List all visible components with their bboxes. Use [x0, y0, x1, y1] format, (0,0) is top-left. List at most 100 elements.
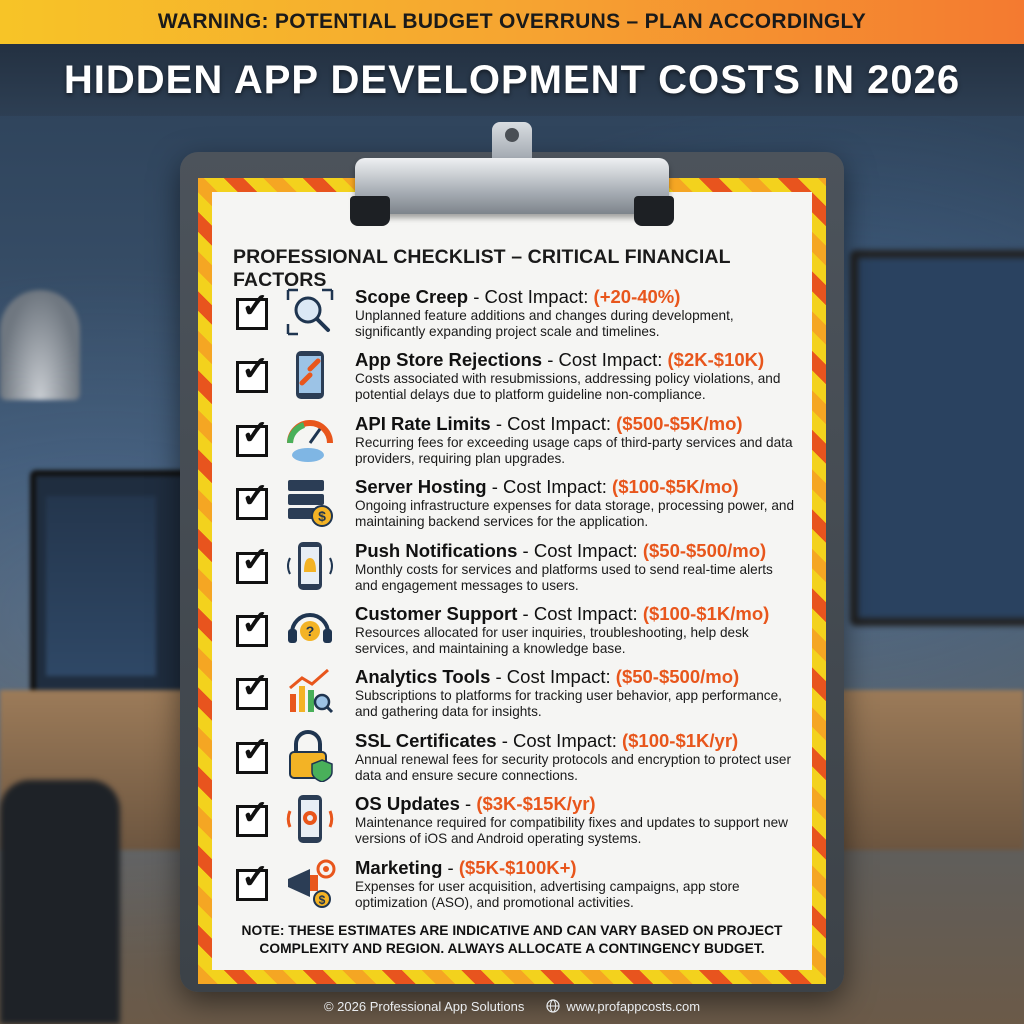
item-name: Scope Creep	[355, 286, 469, 307]
checklist-heading: PROFESSIONAL CHECKLIST – CRITICAL FINANC…	[233, 246, 731, 291]
clipboard-hanger	[492, 122, 532, 162]
checklist-item: ✓ SSL Certificates - Cost Impact: ($100-$…	[232, 728, 792, 791]
chart-magnifier-icon	[289, 669, 334, 714]
item-title: Server Hosting - Cost Impact: ($100-$5K/…	[355, 476, 739, 498]
checkbox[interactable]: ✓	[236, 479, 270, 521]
headset-question-icon: ?	[288, 612, 332, 643]
item-description: Expenses for user acquisition, advertisi…	[355, 878, 740, 910]
item-description: Subscriptions to platforms for tracking …	[355, 688, 782, 720]
footer-website-text: www.profappcosts.com	[566, 998, 701, 1014]
warning-text: WARNING: POTENTIAL BUDGET OVERRUNS – PLA…	[157, 10, 867, 33]
checkmark-icon: ✓	[241, 540, 270, 579]
item-cost: ($50-$500/mo)	[642, 539, 767, 561]
item-cost: ($100-$1K/yr)	[621, 729, 739, 751]
globe-icon	[546, 999, 560, 1013]
item-title: SSL Certificates - Cost Impact: ($100-$1…	[355, 730, 738, 752]
item-cost: ($100-$1K/mo)	[642, 602, 770, 624]
checkbox[interactable]: ✓	[236, 352, 270, 394]
item-name: App Store Rejections	[355, 349, 543, 371]
checkbox[interactable]: ✓	[236, 606, 270, 647]
checkmark-icon: ✓	[241, 287, 270, 325]
item-cost-label: - Cost Impact:	[496, 729, 622, 751]
checkmark-icon: ✓	[241, 413, 270, 452]
item-title: Analytics Tools - Cost Impact: ($50-$500…	[355, 666, 739, 688]
phone-gear-icon	[286, 795, 334, 844]
megaphone-target-icon: $	[288, 859, 336, 908]
item-title: Push Notifications - Cost Impact: ($50-$…	[355, 540, 766, 562]
item-description: Resources allocated for user inquiries, …	[355, 624, 749, 656]
checkbox[interactable]: ✓	[236, 733, 270, 774]
checkmark-icon: ✓	[241, 603, 270, 642]
clip-foot-right	[634, 196, 674, 226]
item-title: Marketing - ($5K-$100K+)	[355, 857, 577, 879]
checklist-item: ✓ $ Marketing - ($5K-$100K+) Expenses for u…	[232, 855, 792, 918]
item-cost: (+20-40%)	[593, 286, 681, 307]
clip-foot-left	[350, 196, 390, 226]
checkbox[interactable]: ✓	[236, 289, 270, 330]
background-laptop	[30, 470, 192, 712]
item-name: Marketing	[355, 856, 443, 878]
checkbox[interactable]: ✓	[236, 669, 270, 711]
item-name: OS Updates	[355, 793, 460, 815]
broken-link-phone-icon	[296, 351, 324, 400]
clipboard-clip	[355, 158, 669, 214]
checklist-item: ✓ API Rate Limits - Cost Impact: ($500-$5…	[232, 411, 793, 474]
item-description: Maintenance required for compatibility f…	[355, 815, 788, 847]
item-name: Server Hosting	[355, 476, 487, 498]
checkbox[interactable]: ✓	[236, 860, 270, 901]
page-title: HIDDEN APP DEVELOPMENT COSTS IN 2026	[63, 57, 961, 102]
padlock-shield-icon	[289, 729, 333, 782]
item-title: OS Updates - ($3K-$15K/yr)	[355, 793, 596, 815]
item-description: Recurring fees for exceeding usage caps …	[355, 434, 793, 466]
title-band: HIDDEN APP DEVELOPMENT COSTS IN 2026	[0, 44, 1024, 116]
item-title: API Rate Limits - Cost Impact: ($500-$5K…	[355, 413, 743, 435]
warning-banner: WARNING: POTENTIAL BUDGET OVERRUNS – PLA…	[0, 0, 1024, 44]
checkbox[interactable]: ✓	[236, 543, 270, 584]
svg-text:?: ?	[306, 623, 315, 639]
item-cost: ($5K-$100K+)	[458, 856, 577, 878]
item-cost-label: - Cost Impact:	[490, 412, 617, 434]
item-description: Unplanned feature additions and changes …	[355, 308, 734, 339]
item-cost: ($500-$5K/mo)	[616, 412, 743, 434]
item-cost-label: -	[442, 856, 459, 878]
item-description: Annual renewal fees for security protoco…	[355, 751, 791, 783]
item-title: Customer Support - Cost Impact: ($100-$1…	[355, 603, 769, 625]
item-cost-label: - Cost Impact:	[490, 666, 616, 688]
item-cost: ($100-$5K/mo)	[612, 476, 739, 498]
footer-website[interactable]: www.profappcosts.com	[546, 999, 700, 1014]
item-description: Costs associated with resubmissions, add…	[355, 371, 781, 403]
checkmark-icon: ✓	[241, 794, 270, 833]
checklist-item: ✓? Customer Support - Cost Impact: ($100-…	[232, 601, 792, 664]
checkmark-icon: ✓	[241, 857, 270, 896]
item-cost-label: - Cost Impact:	[468, 286, 594, 307]
checklist-item: ✓ Push Notifications - Cost Impact: ($50-…	[232, 538, 792, 601]
item-cost-label: -	[459, 793, 477, 815]
item-name: Analytics Tools	[355, 666, 491, 688]
background-chair	[0, 780, 120, 1024]
checklist-items: ✓ Scope Creep - Cost Impact: (+20-40%) Unp…	[232, 284, 795, 918]
svg-text:$: $	[319, 893, 326, 907]
item-description: Monthly costs for services and platforms…	[355, 561, 773, 593]
checklist-item: ✓ Analytics Tools - Cost Impact: ($50-$50…	[232, 664, 792, 727]
checkbox[interactable]: ✓	[236, 416, 270, 457]
item-title: Scope Creep - Cost Impact: (+20-40%)	[355, 286, 680, 308]
checklist-item: ✓ $ Server Hosting - Cost Impact: ($100-$5…	[232, 474, 795, 537]
item-cost-label: - Cost Impact:	[486, 476, 613, 498]
item-description: Ongoing infrastructure expenses for data…	[355, 498, 795, 530]
note: NOTE: THESE ESTIMATES ARE INDICATIVE AND…	[241, 923, 783, 956]
phone-bell-icon	[287, 541, 333, 590]
checklist-item: ✓ OS Updates - ($3K-$15K/yr) Maintenance r…	[232, 791, 792, 854]
checkmark-icon: ✓	[241, 477, 270, 516]
checkbox[interactable]: ✓	[236, 796, 270, 838]
item-name: Customer Support	[355, 602, 518, 624]
footer: © 2026 Professional App Solutions www.pr…	[0, 996, 1024, 1016]
item-name: API Rate Limits	[355, 412, 491, 434]
item-cost: ($2K-$10K)	[667, 349, 765, 371]
checkmark-icon: ✓	[241, 667, 270, 706]
checkmark-icon: ✓	[241, 730, 270, 769]
item-cost: ($50-$500/mo)	[615, 666, 740, 688]
checklist-item: ✓ Scope Creep - Cost Impact: (+20-40%) Unp…	[232, 284, 792, 347]
item-name: Push Notifications	[355, 539, 518, 561]
background-lamp	[0, 290, 80, 400]
item-name: SSL Certificates	[355, 729, 497, 751]
